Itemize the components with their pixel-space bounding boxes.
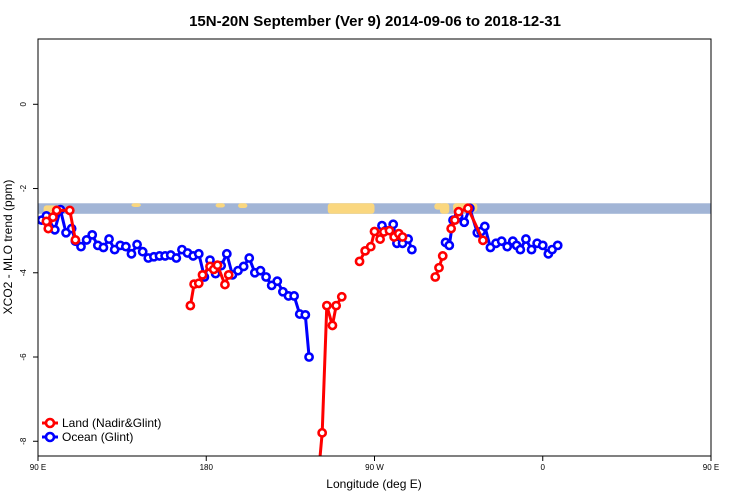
data-point (261, 272, 271, 282)
x-tick-label: 180 (200, 463, 214, 472)
series-land (41, 203, 488, 478)
y-axis: 0 -2 -4 -6 -8 (19, 102, 38, 445)
data-point (502, 241, 513, 252)
x-tick-label: 90 E (703, 463, 719, 472)
data-point (289, 291, 300, 301)
data-point (51, 205, 62, 216)
data-point (479, 221, 490, 232)
data-point (459, 217, 470, 228)
data-point (552, 240, 563, 251)
data-point (81, 235, 92, 245)
data-point (315, 471, 322, 478)
data-point (220, 279, 230, 290)
map-land-2 (215, 203, 225, 208)
y-tick-label: 0 (19, 102, 28, 107)
data-point (304, 352, 314, 362)
data-point (496, 236, 507, 247)
chart-title: 15N-20N September (Ver 9) 2014-09-06 to … (189, 13, 561, 30)
data-point (331, 300, 342, 311)
data-point (430, 272, 441, 282)
x-axis: 90 E 180 90 W 0 90 E (30, 456, 719, 472)
data-point (212, 260, 223, 271)
legend-swatch-marker (44, 417, 56, 429)
data-point (64, 205, 75, 216)
x-axis-label: Longitude (deg E) (326, 477, 421, 491)
data-point (272, 276, 283, 287)
map-band (38, 203, 711, 214)
data-point (197, 269, 208, 280)
map-land-7 (439, 203, 450, 214)
data-point (449, 215, 460, 226)
data-point (137, 246, 148, 257)
data-point (521, 234, 531, 244)
data-point (537, 240, 548, 251)
data-point (185, 300, 196, 311)
y-tick-label: -4 (19, 269, 28, 277)
data-point (434, 262, 444, 273)
data-point (515, 244, 526, 255)
series-ocean (38, 203, 563, 362)
map-land-3 (238, 203, 248, 209)
data-point (453, 206, 464, 217)
data-point (397, 232, 408, 242)
legend-swatch-marker (44, 431, 56, 443)
legend-item-land: Land (Nadir&Glint) (42, 416, 161, 430)
legend: Land (Nadir&Glint)Ocean (Glint) (42, 416, 161, 444)
data-point (354, 256, 365, 267)
data-point (406, 244, 417, 255)
data-point (365, 241, 376, 252)
data-point (98, 242, 109, 253)
data-point (463, 203, 473, 214)
data-point (384, 225, 395, 236)
data-point (369, 226, 380, 237)
data-point (221, 248, 232, 259)
data-point (193, 248, 204, 259)
x-tick-label: 0 (541, 463, 546, 472)
map-land-1 (131, 203, 141, 207)
x-tick-label: 90 W (365, 463, 384, 472)
data-point (255, 265, 266, 276)
data-point (437, 251, 448, 261)
data-point (317, 427, 328, 438)
y-tick-label: -8 (19, 437, 28, 445)
data-point (478, 235, 488, 246)
data-point (300, 309, 311, 320)
y-tick-label: -6 (19, 353, 28, 361)
data-point (132, 239, 142, 250)
data-point (43, 223, 54, 234)
data-point (126, 248, 137, 259)
data-point (171, 253, 182, 263)
data-point (244, 253, 255, 263)
data-point (223, 269, 234, 280)
legend-item-ocean: Ocean (Glint) (42, 430, 133, 444)
data-point (375, 234, 386, 244)
data-point (104, 234, 114, 244)
series-layer (38, 203, 563, 478)
x-tick-label: 90 E (30, 463, 46, 472)
data-point (87, 229, 98, 240)
data-point (321, 300, 332, 311)
data-point (120, 241, 131, 252)
data-point (336, 291, 347, 302)
data-point (238, 261, 249, 272)
y-tick-label: -2 (19, 184, 28, 192)
legend-label: Land (Nadir&Glint) (62, 416, 161, 430)
data-point (193, 278, 204, 289)
data-point (446, 223, 457, 234)
data-point (444, 240, 455, 251)
legend-label: Ocean (Glint) (62, 430, 133, 444)
data-point (327, 320, 338, 331)
y-axis-label: XCO2 - MLO trend (ppm) (1, 180, 15, 315)
data-point (526, 244, 537, 255)
data-point (70, 235, 81, 245)
map-land-4 (327, 203, 375, 214)
data-point (76, 241, 86, 252)
